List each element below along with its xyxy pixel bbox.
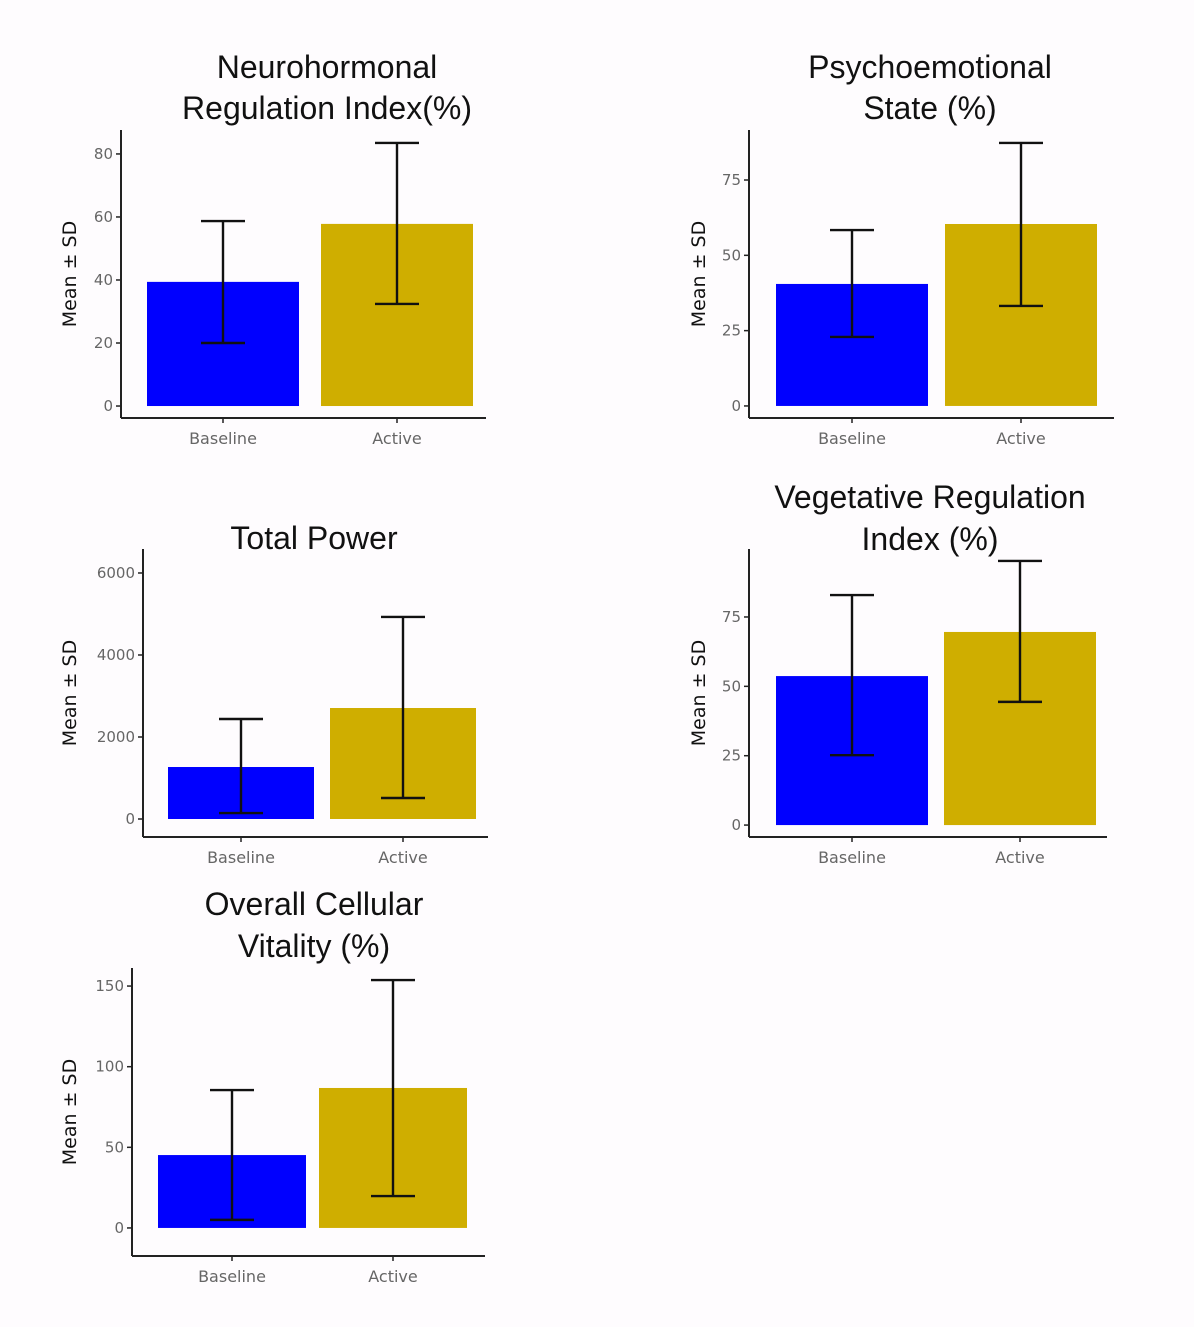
x-tick-label: Baseline xyxy=(189,429,257,448)
chart-title: Total Power xyxy=(230,520,398,556)
chart-panel-3: Total Power 0 2000 4000 6000 Baseline Active Me… xyxy=(59,520,488,867)
error-bar-active xyxy=(371,978,415,1198)
y-tick-label: 25 xyxy=(722,747,741,765)
y-tick-label: 75 xyxy=(722,171,741,189)
error-bar-baseline xyxy=(830,593,874,757)
x-tick-label: Baseline xyxy=(818,429,886,448)
x-tick-label: Baseline xyxy=(207,848,275,867)
x-tick-label: Active xyxy=(378,848,428,867)
y-tick-label: 100 xyxy=(95,1058,124,1076)
chart-panel-5: Overall Cellular Vitality (%) 0 50 100 150 Bas… xyxy=(59,886,485,1286)
chart-title: Neurohormonal xyxy=(217,49,438,85)
y-axis-label: Mean ± SD xyxy=(688,640,710,746)
y-axis-label: Mean ± SD xyxy=(59,640,81,746)
error-bar-active xyxy=(998,559,1042,704)
y-tick-label: 50 xyxy=(105,1138,124,1156)
y-tick-label: 0 xyxy=(125,810,135,828)
y-tick-label: 4000 xyxy=(97,646,135,664)
y-tick-label: 50 xyxy=(722,677,741,695)
error-bar-baseline xyxy=(219,717,263,815)
x-tick-label: Baseline xyxy=(818,848,886,867)
error-bar-active xyxy=(999,141,1043,308)
y-tick-label: 50 xyxy=(722,246,741,264)
y-tick-label: 60 xyxy=(94,208,113,226)
chart-title: Vegetative Regulation xyxy=(774,479,1085,515)
y-axis-label: Mean ± SD xyxy=(59,221,81,327)
chart-title: State (%) xyxy=(863,90,996,126)
chart-title: Index (%) xyxy=(862,521,999,557)
chart-title: Regulation Index(%) xyxy=(182,90,472,126)
chart-title: Psychoemotional xyxy=(808,49,1052,85)
error-bar-baseline xyxy=(830,228,874,339)
x-tick-label: Active xyxy=(368,1267,418,1286)
x-tick-label: Active xyxy=(995,848,1045,867)
y-tick-label: 75 xyxy=(722,608,741,626)
y-tick-label: 0 xyxy=(731,397,741,415)
y-tick-label: 0 xyxy=(103,397,113,415)
error-bar-baseline xyxy=(210,1088,254,1222)
chart-title: Overall Cellular xyxy=(205,886,424,922)
chart-panel-2: Psychoemotional State (%) 0 25 50 75 Baseline A… xyxy=(688,49,1114,448)
y-tick-label: 40 xyxy=(94,271,113,289)
y-tick-label: 150 xyxy=(95,977,124,995)
error-bar-baseline xyxy=(201,219,245,345)
y-axis-label: Mean ± SD xyxy=(59,1059,81,1165)
x-tick-label: Baseline xyxy=(198,1267,266,1286)
y-tick-label: 2000 xyxy=(97,728,135,746)
y-tick-label: 80 xyxy=(94,145,113,163)
x-tick-label: Active xyxy=(996,429,1046,448)
x-tick-label: Active xyxy=(372,429,422,448)
error-bar-active xyxy=(375,141,419,306)
chart-panel-4: Vegetative Regulation Index (%) 0 25 50 75 Bas… xyxy=(688,479,1107,867)
error-bar-active xyxy=(381,615,425,800)
y-axis-label: Mean ± SD xyxy=(688,221,710,327)
y-tick-label: 6000 xyxy=(97,564,135,582)
y-tick-label: 0 xyxy=(731,816,741,834)
y-tick-label: 0 xyxy=(114,1219,124,1237)
y-tick-label: 20 xyxy=(94,334,113,352)
chart-title: Vitality (%) xyxy=(238,928,390,964)
y-tick-label: 25 xyxy=(722,322,741,340)
chart-panel-1: Neurohormonal Regulation Index(%) 0 20 40 60 8… xyxy=(59,49,486,448)
